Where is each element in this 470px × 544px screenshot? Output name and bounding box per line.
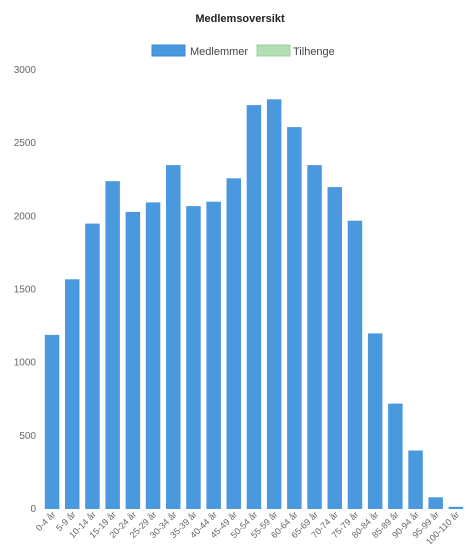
- bar[interactable]: [65, 279, 80, 509]
- bar[interactable]: [186, 206, 201, 509]
- legend-label-2[interactable]: Tilhenge: [293, 46, 335, 58]
- legend: Medlemmer Tilhenge: [151, 44, 335, 58]
- bar[interactable]: [44, 334, 60, 509]
- y-tick-label: 1000: [14, 358, 37, 369]
- bar[interactable]: [226, 178, 242, 510]
- legend-swatch-2[interactable]: [256, 44, 291, 57]
- bar[interactable]: [307, 165, 322, 509]
- bar[interactable]: [266, 99, 282, 510]
- legend-swatch-1[interactable]: [151, 44, 186, 57]
- y-tick-label: 3000: [14, 65, 37, 76]
- bar[interactable]: [125, 211, 141, 509]
- y-tick-label: 500: [19, 431, 36, 442]
- bar[interactable]: [206, 201, 221, 509]
- bar[interactable]: [367, 333, 383, 509]
- y-tick-label: 2000: [14, 211, 37, 222]
- bar[interactable]: [85, 223, 100, 509]
- bar[interactable]: [408, 450, 423, 510]
- bar[interactable]: [448, 506, 464, 509]
- y-tick-label: 1500: [14, 285, 37, 296]
- chart-title: Medlemsoversikt: [195, 13, 285, 25]
- bars-group: [44, 99, 464, 510]
- bar[interactable]: [166, 165, 181, 509]
- bar[interactable]: [145, 202, 161, 509]
- bar[interactable]: [287, 127, 302, 509]
- y-tick-label: 2500: [14, 138, 37, 149]
- bar[interactable]: [327, 187, 343, 509]
- x-tick-label: 0-4 år: [34, 509, 58, 533]
- bar[interactable]: [246, 105, 262, 509]
- bar[interactable]: [388, 403, 403, 509]
- legend-label-1[interactable]: Medlemmer: [190, 46, 248, 58]
- y-tick-label: 0: [30, 504, 36, 515]
- bar[interactable]: [347, 220, 363, 509]
- y-axis: 0 500 1000 1500 2000 2500 3000: [14, 65, 37, 515]
- bar[interactable]: [428, 497, 443, 509]
- bar[interactable]: [105, 181, 120, 509]
